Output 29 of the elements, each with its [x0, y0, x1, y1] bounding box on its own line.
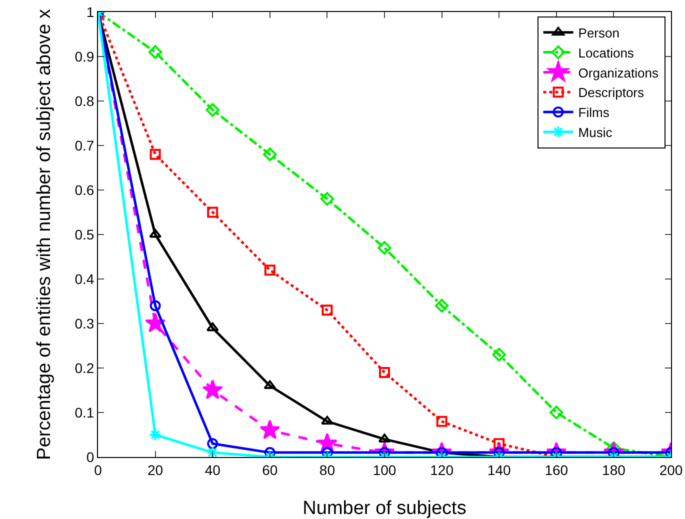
legend-label: Music — [578, 124, 613, 140]
y-tick-label: 0.5 — [74, 226, 94, 242]
legend-label: Locations — [578, 45, 634, 60]
x-tick-label: 100 — [372, 462, 396, 478]
x-tick-label: 40 — [204, 462, 221, 478]
legend-label: Descriptors — [578, 85, 645, 100]
y-tick-label: 0.3 — [74, 315, 94, 332]
x-tick-label: 180 — [602, 462, 626, 478]
x-axis-title: Number of subjects — [302, 498, 466, 519]
x-tick-label: 60 — [262, 462, 278, 478]
y-tick-label: 0.7 — [74, 137, 94, 154]
y-tick-label: 1 — [86, 4, 94, 20]
y-tick-label: 0 — [86, 448, 94, 465]
x-tick-label: 80 — [319, 462, 336, 478]
legend-label: Organizations — [578, 65, 659, 80]
x-tick-label: 20 — [148, 462, 164, 478]
y-tick-label: 0.8 — [74, 92, 94, 109]
legend-label: Films — [578, 105, 610, 120]
y-axis-title: Percentage of entities with number of subject above x — [34, 8, 55, 460]
x-tick-label: 200 — [659, 462, 683, 478]
x-tick-label: 160 — [544, 462, 568, 478]
x-tick-label: 140 — [487, 462, 511, 478]
y-tick-label: 0.2 — [74, 360, 94, 376]
x-tick-label: 120 — [430, 462, 454, 478]
y-tick-label: 0.6 — [74, 182, 94, 198]
y-tick-label: 0.4 — [74, 270, 94, 287]
y-tick-label: 0.9 — [74, 48, 94, 64]
y-tick-label: 0.1 — [74, 404, 94, 420]
legend-label: Person — [578, 25, 620, 40]
